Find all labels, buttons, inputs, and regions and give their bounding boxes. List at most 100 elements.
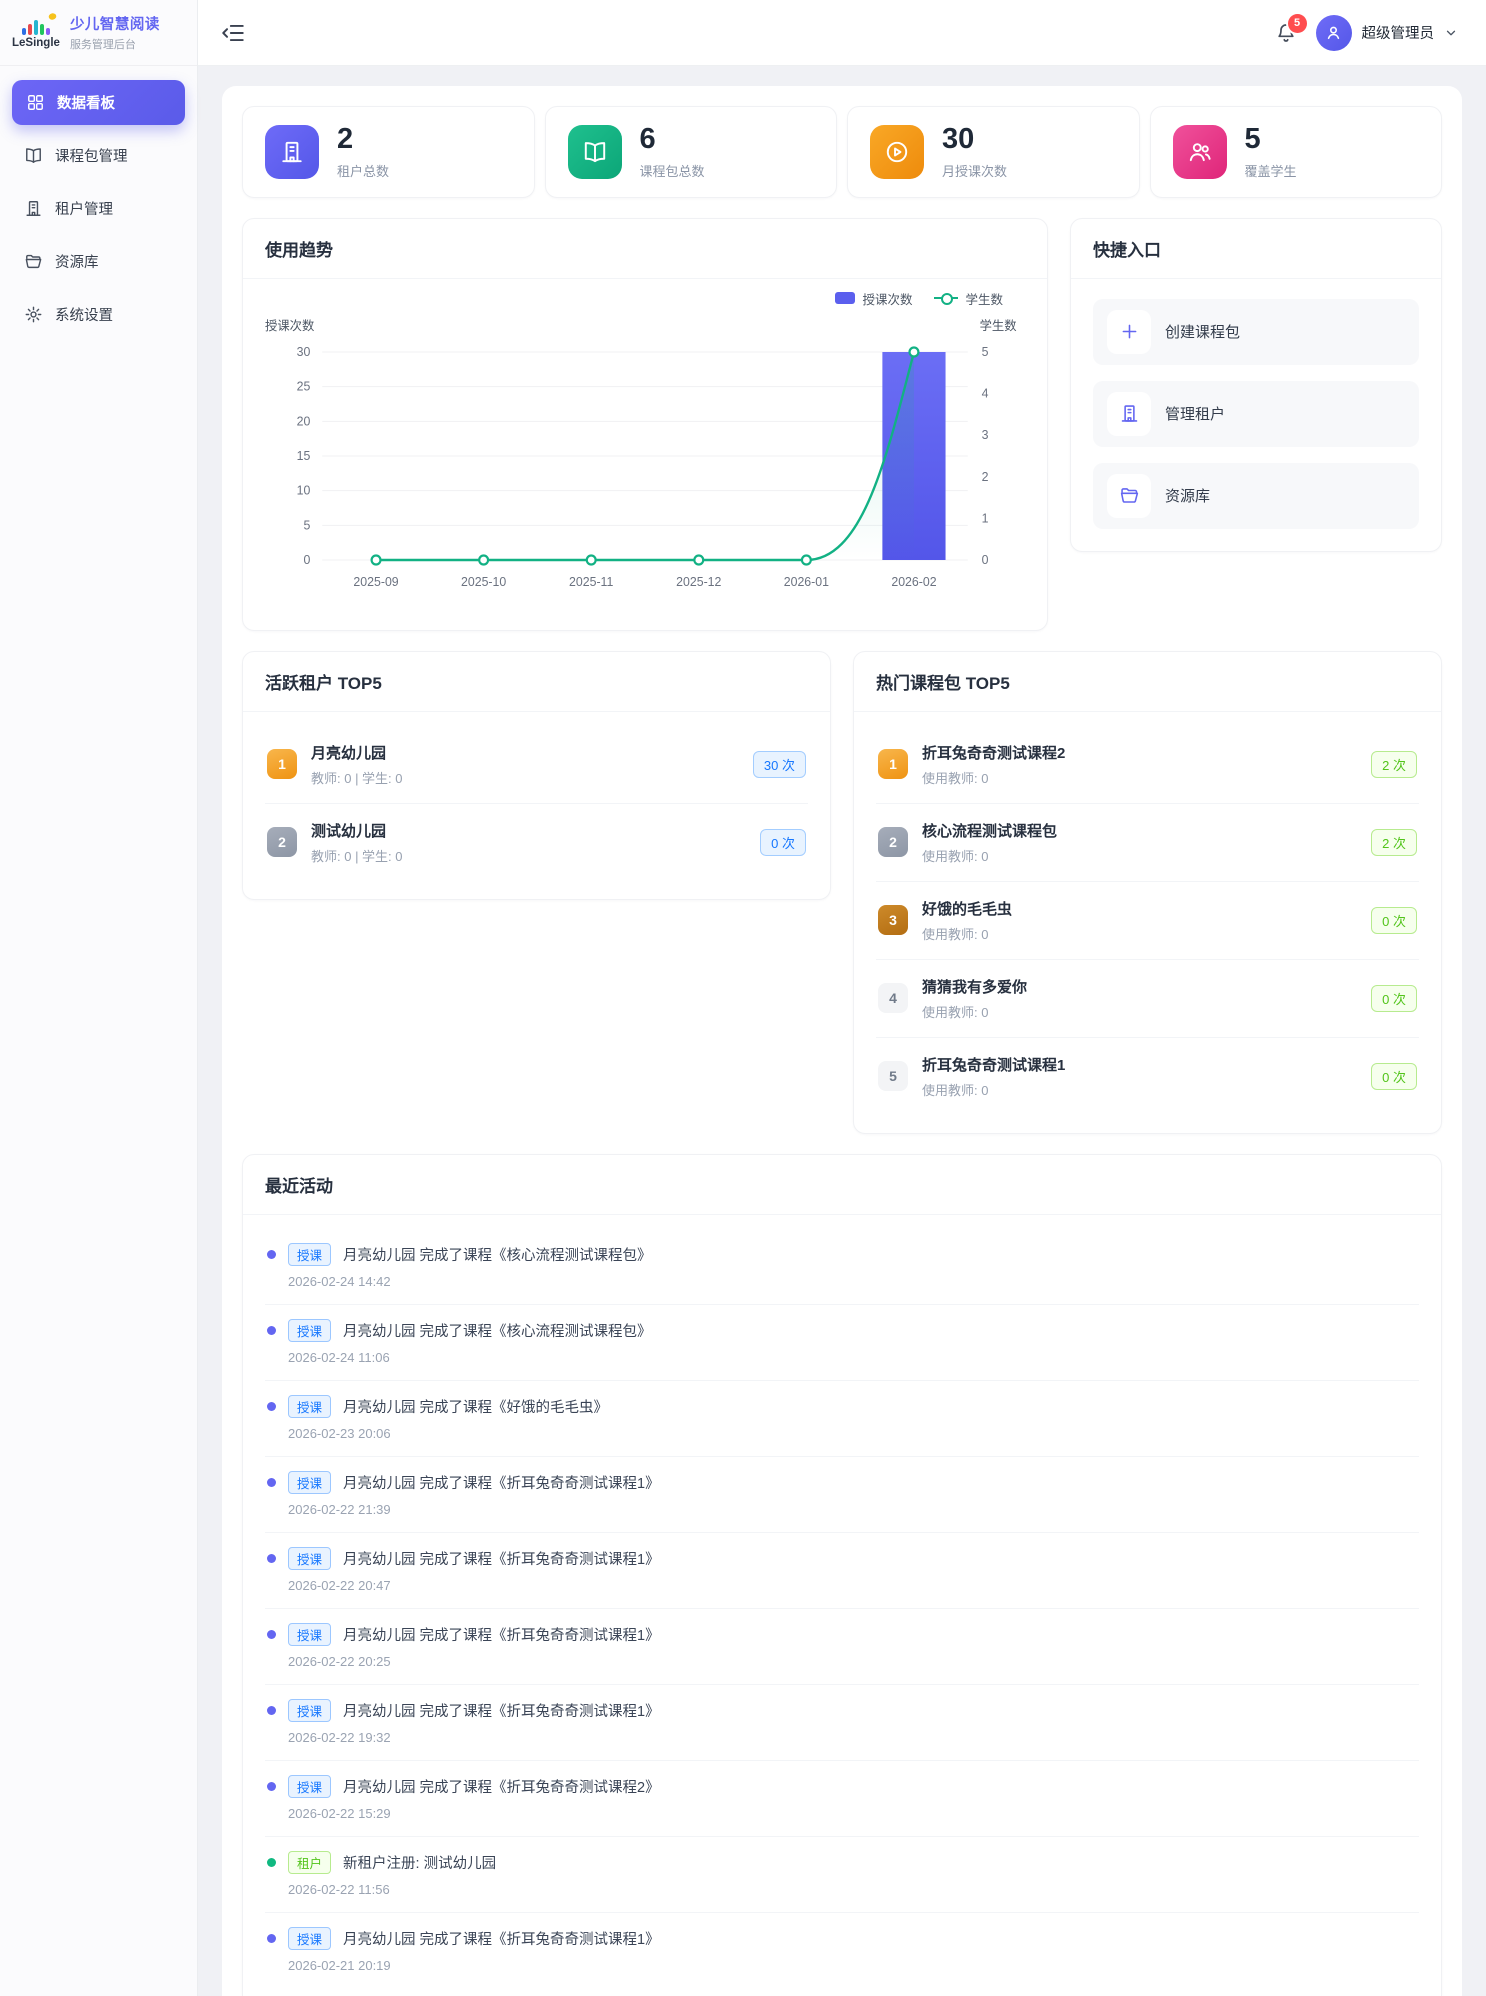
active-tenants-card: 活跃租户 TOP5 1 月亮幼儿园 教师: 0 | 学生: 0 30 次 2 测试幼儿园教… — [242, 650, 831, 900]
legend-item-bar[interactable]: 授课次数 — [835, 289, 912, 308]
rank-badge: 4 — [878, 983, 908, 1014]
activity-dot — [267, 1325, 276, 1335]
left-axis-tick: 0 — [304, 553, 311, 567]
item-meta: 使用教师: 0 — [922, 770, 989, 786]
legend-bar-swatch — [835, 292, 856, 305]
stat-card: 6 课程包总数 — [544, 106, 837, 198]
activity-item: 租户 新租户注册: 测试幼儿园 2026-02-22 11:56 — [265, 1835, 1419, 1912]
sidebar-item-gear[interactable]: 系统设置 — [0, 292, 197, 337]
recent-activity-card: 最近活动 授课 月亮幼儿园 完成了课程《核心流程测试课程包》 2026-02-24 … — [242, 1153, 1442, 1996]
stat-card: 2 租户总数 — [242, 106, 535, 198]
quick-entry-building[interactable]: 管理租户 — [1093, 380, 1419, 447]
activity-dot — [267, 1781, 276, 1791]
app-title: 少儿智慧阅读 — [69, 17, 160, 33]
item-meta: 教师: 0 | 学生: 0 — [311, 770, 403, 786]
item-name: 折耳兔奇奇测试课程1 — [922, 1056, 1066, 1074]
usage-trend-card: 使用趋势 授课次数 学生数 0 5 10 15 20 25 30 0 1 2 3 4 5 授课次数 学生数 20… — [242, 217, 1048, 631]
rank-badge: 2 — [267, 827, 297, 858]
activity-text: 月亮幼儿园 完成了课程《核心流程测试课程包》 — [343, 1247, 652, 1264]
activity-text: 月亮幼儿园 完成了课程《折耳兔奇奇测试课程1》 — [343, 1475, 660, 1492]
activity-dot — [267, 1933, 276, 1943]
activity-item: 授课 月亮幼儿园 完成了课程《折耳兔奇奇测试课程2》 2026-02-22 15:2… — [265, 1759, 1419, 1836]
stat-card: 5 覆盖学生 — [1149, 106, 1442, 198]
left-axis-tick: 10 — [297, 483, 311, 497]
chevron-down-icon — [1446, 30, 1456, 35]
stat-label: 课程包总数 — [639, 163, 705, 179]
activity-text: 月亮幼儿园 完成了课程《折耳兔奇奇测试课程2》 — [343, 1779, 660, 1796]
sidebar-item-book[interactable]: 课程包管理 — [0, 133, 197, 178]
user-icon — [1327, 26, 1340, 40]
activity-item: 授课 月亮幼儿园 完成了课程《折耳兔奇奇测试课程1》 2026-02-22 21:3… — [265, 1455, 1419, 1532]
logo-text: LeSingle — [12, 36, 60, 49]
activity-item: 授课 月亮幼儿园 完成了课程《好饿的毛毛虫》 2026-02-23 20:06 — [265, 1379, 1419, 1456]
topbar: 5 超级管理员 — [198, 0, 1486, 66]
activity-text: 月亮幼儿园 完成了课程《折耳兔奇奇测试课程1》 — [343, 1931, 660, 1948]
legend-label: 学生数 — [965, 292, 1003, 307]
x-axis-label: 2026-02 — [891, 575, 936, 589]
activity-type-badge: 授课 — [288, 1394, 332, 1418]
list-item: 1 月亮幼儿园 教师: 0 | 学生: 0 30 次 — [265, 726, 808, 803]
stat-icon-box — [567, 124, 622, 179]
stat-value: 30 — [942, 123, 975, 155]
quick-entry-folder[interactable]: 资源库 — [1093, 462, 1419, 529]
folder-icon — [1120, 488, 1138, 504]
stat-value: 2 — [337, 123, 354, 155]
book-icon — [584, 142, 605, 163]
usage-trend-title: 使用趋势 — [265, 240, 333, 260]
book-icon — [26, 148, 41, 163]
legend-line-swatch — [934, 292, 959, 306]
quick-entry-title: 快捷入口 — [1093, 240, 1161, 260]
usage-trend-chart: 0 5 10 15 20 25 30 0 1 2 3 4 5 授课次数 学生数 2025-09 2025-10 2… — [265, 318, 1018, 589]
activity-type-badge: 授课 — [288, 1926, 332, 1950]
sidebar-item-label: 数据看板 — [57, 96, 115, 112]
item-name: 测试幼儿园 — [311, 822, 387, 840]
line-marker — [908, 346, 920, 358]
activity-item: 授课 月亮幼儿园 完成了课程《折耳兔奇奇测试课程1》 2026-02-21 20:1… — [265, 1911, 1419, 1988]
activity-text: 月亮幼儿园 完成了课程《好饿的毛毛虫》 — [343, 1399, 609, 1416]
right-axis-tick: 2 — [982, 470, 989, 484]
activity-text: 月亮幼儿园 完成了课程《折耳兔奇奇测试课程1》 — [343, 1627, 660, 1644]
plus-icon — [1122, 324, 1136, 339]
item-meta: 使用教师: 0 — [922, 926, 989, 942]
stat-label: 覆盖学生 — [1244, 163, 1297, 179]
activity-dot — [267, 1705, 276, 1715]
activity-dot — [267, 1401, 276, 1411]
activity-time: 2026-02-22 20:47 — [288, 1577, 391, 1593]
left-axis-tick: 25 — [297, 379, 311, 393]
sidebar-item-dashboard[interactable]: 数据看板 — [12, 80, 185, 125]
gear-icon — [25, 306, 42, 323]
sidebar-item-label: 资源库 — [55, 255, 99, 271]
legend-label: 授课次数 — [862, 292, 913, 307]
left-axis-tick: 20 — [297, 414, 311, 428]
logo-bars-icon — [21, 11, 58, 35]
list-item: 2 测试幼儿园 教师: 0 | 学生: 0 0 次 — [265, 802, 808, 881]
hot-packages-card: 热门课程包 TOP5 1 折耳兔奇奇测试课程2 使用教师: 0 2 次 2 核心流程测试课… — [853, 650, 1442, 1134]
item-meta: 教师: 0 | 学生: 0 — [311, 848, 403, 864]
avatar — [1315, 14, 1352, 51]
collapse-sidebar-icon[interactable] — [220, 20, 246, 46]
right-axis-title: 学生数 — [980, 318, 1018, 333]
line-marker — [585, 554, 597, 566]
quick-entry-card: 快捷入口 创建课程包管理租户资源库 — [1070, 217, 1442, 552]
activity-item: 授课 月亮幼儿园 完成了课程《折耳兔奇奇测试课程1》 2026-02-22 20:4… — [265, 1531, 1419, 1608]
quick-entry-plus[interactable]: 创建课程包 — [1093, 298, 1419, 365]
right-axis-tick: 0 — [982, 553, 989, 567]
quick-entry-label: 创建课程包 — [1165, 324, 1241, 342]
users-icon — [1189, 143, 1211, 162]
activity-type-badge: 授课 — [288, 1698, 332, 1722]
sidebar-item-folder[interactable]: 资源库 — [0, 239, 197, 284]
legend-item-line[interactable]: 学生数 — [934, 289, 1003, 308]
list-item: 4 猜猜我有多爱你 使用教师: 0 0 次 — [876, 958, 1419, 1037]
quick-icon-box — [1107, 473, 1151, 518]
folder-icon — [25, 254, 42, 269]
stat-icon-box — [1172, 124, 1227, 179]
user-menu[interactable]: 超级管理员 — [1315, 14, 1459, 51]
activity-type-badge: 授课 — [288, 1470, 332, 1494]
sidebar-item-building[interactable]: 租户管理 — [0, 186, 197, 231]
rank-badge: 3 — [878, 905, 908, 936]
notifications-button[interactable]: 5 — [1274, 13, 1307, 45]
activity-type-badge: 授课 — [288, 1546, 332, 1570]
